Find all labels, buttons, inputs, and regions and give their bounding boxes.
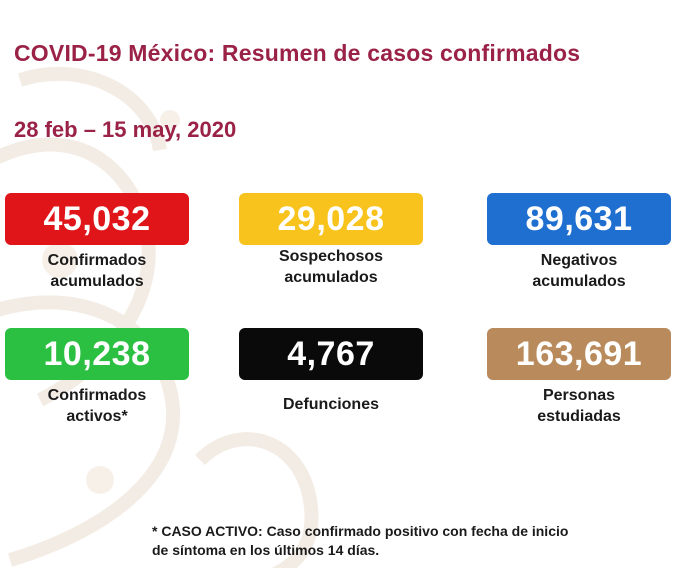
footnote: * CASO ACTIVO: Caso confirmado positivo … [152,522,682,560]
stat-label: Personas estudiadas [484,385,674,427]
stat-card-negativos-acumulados: 89,631 Negativos acumulados [484,193,674,292]
stat-value-box: 29,028 [239,193,423,245]
stat-label-line2: acumulados [532,273,626,290]
page-title: COVID-19 México: Resumen de casos confir… [14,40,581,66]
stat-label-line2: acumulados [284,269,378,286]
date-range: 28 feb – 15 may, 2020 [14,117,237,142]
stat-label: Defunciones [236,394,426,415]
stat-value-box: 89,631 [487,193,671,245]
footnote-line2: de síntoma en los últimos 14 días. [152,542,380,558]
stat-label-line1: Defunciones [282,396,379,413]
stat-label-line1: Sospechosos [278,248,384,265]
stat-card-confirmados-acumulados: 45,032 Confirmados acumulados [2,193,192,292]
stat-value-box: 4,767 [239,328,423,380]
stat-card-personas-estudiadas: 163,691 Personas estudiadas [484,328,674,427]
stat-card-defunciones: 4,767 Defunciones [236,328,426,415]
stat-label: Negativos acumulados [484,250,674,292]
stat-label-line1: Negativos [540,252,618,269]
stat-card-confirmados-activos: 10,238 Confirmados activos* [2,328,192,427]
stat-label-line2: estudiadas [537,408,621,425]
stat-value-box: 45,032 [5,193,189,245]
stat-label-line1: Personas [542,387,616,404]
stat-label-line1: Confirmados [47,387,147,404]
stat-card-sospechosos-acumulados: 29,028 Sospechosos acumulados [236,193,426,288]
stat-value-box: 10,238 [5,328,189,380]
footnote-line1: * CASO ACTIVO: Caso confirmado positivo … [152,523,569,539]
stat-label: Sospechosos acumulados [236,246,426,288]
stat-label: Confirmados acumulados [2,250,192,292]
stat-value-box: 163,691 [487,328,671,380]
stat-label-line2: activos* [66,408,128,425]
stat-label-line1: Confirmados [47,252,147,269]
stat-label-line2: acumulados [50,273,144,290]
stat-label: Confirmados activos* [2,385,192,427]
